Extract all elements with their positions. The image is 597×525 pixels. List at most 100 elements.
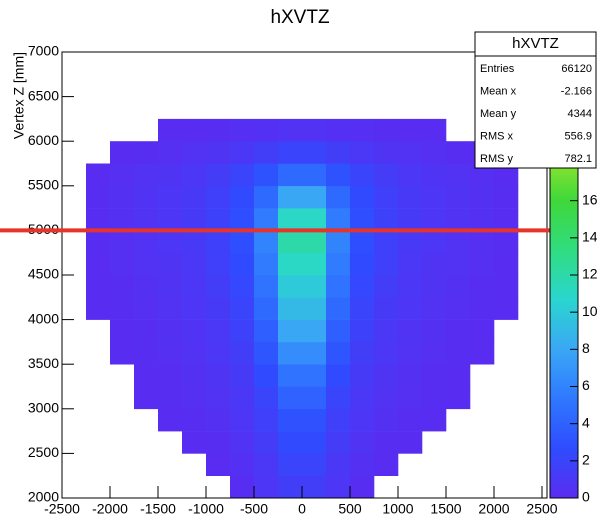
heat-cell xyxy=(206,118,231,142)
heat-cell xyxy=(86,74,110,97)
heat-cell xyxy=(86,387,110,410)
heat-cell xyxy=(398,185,423,209)
heat-cell xyxy=(494,409,518,432)
heat-cell xyxy=(398,341,423,365)
heat-cell xyxy=(134,409,158,432)
heat-cell xyxy=(110,252,135,276)
heat-cell xyxy=(62,275,86,298)
heat-cell xyxy=(110,297,135,320)
heat-cell xyxy=(110,163,135,187)
heat-cell xyxy=(206,297,231,320)
heat-cell xyxy=(278,364,303,387)
heat-cell xyxy=(230,431,255,454)
heat-cell xyxy=(302,475,327,499)
heat-cell xyxy=(254,297,279,320)
heat-cell xyxy=(134,185,159,209)
heat-cell xyxy=(230,74,254,97)
heat-cell xyxy=(278,275,303,298)
heat-cell xyxy=(446,74,470,97)
heat-cell xyxy=(494,230,519,253)
heat-cell xyxy=(518,208,542,231)
heat-cell xyxy=(230,319,255,343)
heat-cell xyxy=(230,141,255,164)
heat-cell xyxy=(518,387,542,410)
y-tick-label: 4500 xyxy=(28,266,59,282)
heat-cell xyxy=(134,364,159,387)
heat-cell xyxy=(302,408,327,432)
heat-cell xyxy=(206,97,230,120)
heat-cell xyxy=(158,386,183,410)
heat-cell xyxy=(374,341,399,365)
heat-cell xyxy=(230,364,255,387)
heat-cell xyxy=(374,476,398,499)
heat-cell xyxy=(446,453,470,476)
heat-cell xyxy=(326,74,350,97)
y-tick-label: 3000 xyxy=(28,400,59,416)
heat-cell xyxy=(422,275,447,298)
heat-cell xyxy=(158,297,183,320)
heat-cell xyxy=(278,208,303,231)
heat-cell xyxy=(158,431,182,454)
heat-cell xyxy=(446,185,471,209)
heat-cell xyxy=(254,230,279,253)
heat-cell xyxy=(278,453,303,476)
heat-cell xyxy=(278,475,303,499)
heat-cell xyxy=(374,208,399,231)
heat-cell xyxy=(302,118,327,142)
heat-cell xyxy=(158,275,183,298)
heat-cell xyxy=(374,252,399,276)
heat-cell xyxy=(326,252,351,276)
heat-cell xyxy=(494,275,519,298)
heat-cell xyxy=(374,319,399,343)
heat-cell xyxy=(374,386,399,410)
x-tick-label: 500 xyxy=(338,501,362,517)
heat-cell xyxy=(374,408,399,432)
heat-cell xyxy=(302,208,327,231)
heat-cell xyxy=(518,186,542,209)
heat-cell xyxy=(326,431,351,454)
x-tick-label: 2500 xyxy=(526,501,557,517)
heat-cell xyxy=(350,118,375,142)
heat-cell xyxy=(470,297,495,320)
heat-cell xyxy=(422,208,447,231)
heat-cell xyxy=(398,275,423,298)
heat-cell xyxy=(422,163,447,187)
heat-cell xyxy=(254,163,279,187)
heat-cell xyxy=(326,475,351,499)
stats-label: RMS y xyxy=(480,153,514,165)
heat-cell xyxy=(374,118,399,142)
heat-cell xyxy=(398,297,423,320)
heat-cell xyxy=(374,297,399,320)
heat-cell xyxy=(446,252,471,276)
heat-cell xyxy=(374,431,399,454)
heat-cell xyxy=(494,476,518,499)
heat-cell xyxy=(86,476,110,499)
heat-cell xyxy=(254,341,279,365)
heat-cell xyxy=(398,386,423,410)
heat-cell xyxy=(422,141,447,164)
heat-cell xyxy=(62,74,86,97)
heat-cell xyxy=(110,453,134,476)
heat-cell xyxy=(62,387,86,410)
heat-cell xyxy=(110,341,135,365)
heat-cell xyxy=(158,341,183,365)
heat-cell xyxy=(518,320,542,343)
stats-title: hXVTZ xyxy=(512,35,559,52)
heat-cell xyxy=(494,342,518,365)
z-tick-label: 2 xyxy=(582,452,590,468)
heat-cell xyxy=(518,275,542,298)
heat-cell xyxy=(158,319,183,343)
heat-cell xyxy=(230,230,255,253)
heat-cell xyxy=(470,319,495,343)
heat-cell xyxy=(518,364,542,387)
heat-cell xyxy=(182,252,207,276)
heat-cell xyxy=(446,141,471,164)
heat-cell xyxy=(374,185,399,209)
heat-cell xyxy=(110,74,134,97)
heat-cell xyxy=(470,476,494,499)
heat-cell xyxy=(446,386,471,410)
heat-cell xyxy=(278,252,303,276)
heat-cell xyxy=(422,74,446,97)
heat-cell xyxy=(446,163,471,187)
heat-cell xyxy=(134,431,158,454)
